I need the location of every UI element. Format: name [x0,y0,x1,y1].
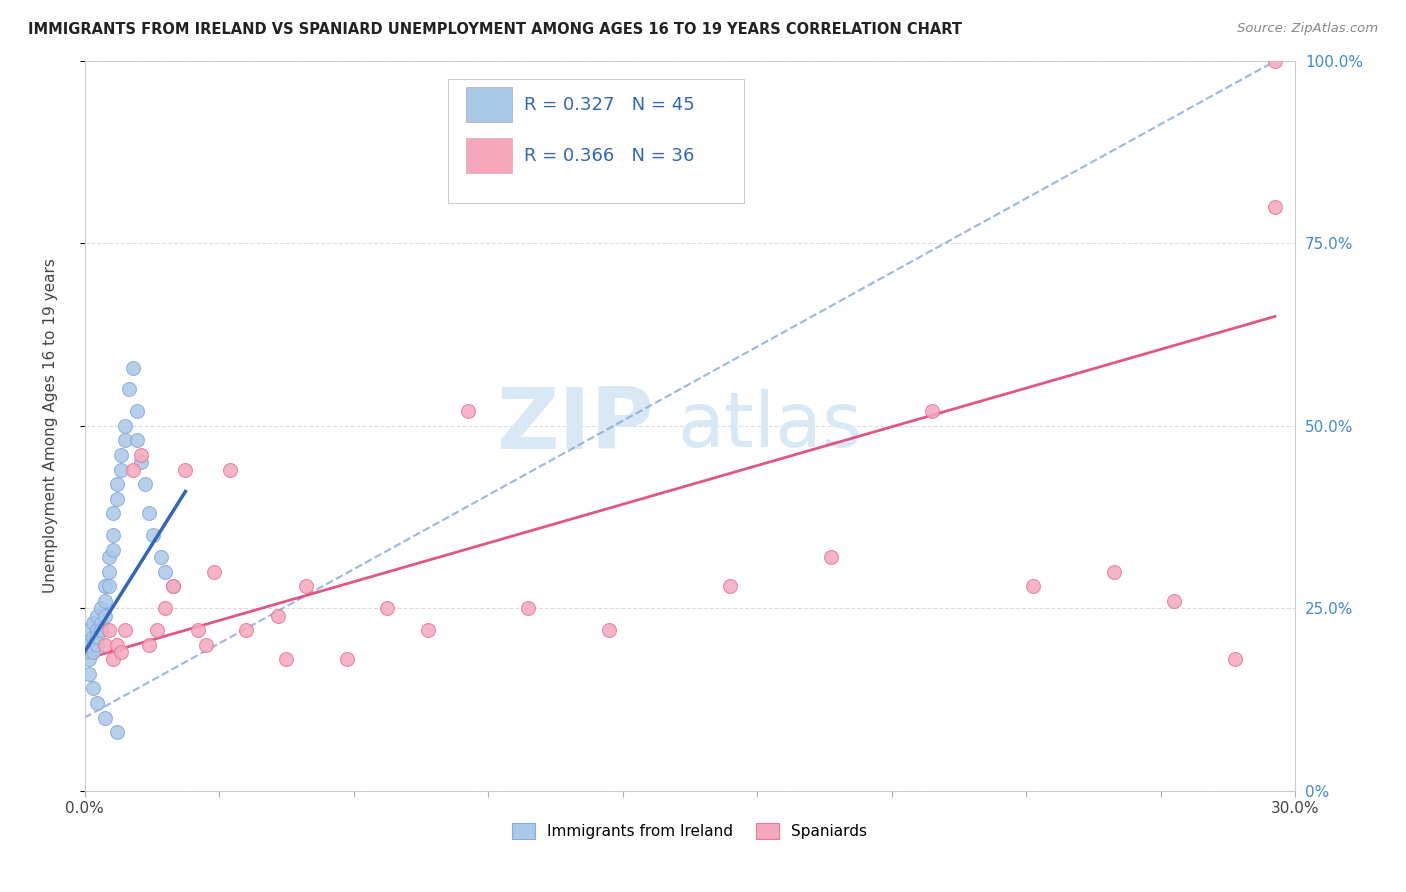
Point [146,623,169,637]
Point [718,579,741,593]
Point [186,623,208,637]
Point [101,542,124,557]
Point [86,623,108,637]
Point [82,615,104,630]
Point [295,579,318,593]
Text: R = 0.327   N = 45: R = 0.327 N = 45 [524,96,695,114]
Point [105,491,128,506]
Point [105,638,128,652]
Point [1163,594,1185,608]
Text: R = 0.366   N = 36: R = 0.366 N = 36 [524,147,695,165]
Point [138,507,160,521]
Point [86,608,108,623]
Point [1264,200,1286,214]
Point [93,711,115,725]
Point [129,448,152,462]
Point [235,623,257,637]
Point [93,579,115,593]
Point [86,638,108,652]
Point [134,477,156,491]
Point [101,507,124,521]
Point [1264,54,1286,69]
Point [336,652,359,666]
Point [820,550,842,565]
Text: IMMIGRANTS FROM IRELAND VS SPANIARD UNEMPLOYMENT AMONG AGES 16 TO 19 YEARS CORRE: IMMIGRANTS FROM IRELAND VS SPANIARD UNEM… [28,22,962,37]
Point [110,462,132,476]
Point [150,550,173,565]
FancyBboxPatch shape [447,79,744,203]
Point [162,579,184,593]
Point [194,638,217,652]
Point [129,455,152,469]
Point [97,623,120,637]
Point [1223,652,1246,666]
Point [93,608,115,623]
Point [162,579,184,593]
Point [110,448,132,462]
Point [93,638,115,652]
Point [77,666,100,681]
Point [97,565,120,579]
Point [110,645,132,659]
Point [1022,579,1045,593]
FancyBboxPatch shape [465,137,512,173]
FancyBboxPatch shape [465,87,512,121]
Y-axis label: Unemployment Among Ages 16 to 19 years: Unemployment Among Ages 16 to 19 years [44,259,58,593]
Point [1102,565,1125,579]
Point [86,696,108,710]
Point [155,601,177,615]
Point [114,418,136,433]
Text: ZIP: ZIP [496,384,654,467]
Point [114,623,136,637]
Point [125,404,148,418]
Point [101,528,124,542]
Point [138,638,160,652]
Point [142,528,165,542]
Point [598,623,620,637]
Legend: Immigrants from Ireland, Spaniards: Immigrants from Ireland, Spaniards [506,817,873,845]
Point [375,601,398,615]
Point [921,404,943,418]
Point [267,608,290,623]
Point [77,638,100,652]
Point [86,631,108,645]
Point [125,434,148,448]
Point [276,652,298,666]
Point [82,638,104,652]
Point [122,462,145,476]
Point [90,623,112,637]
Point [101,652,124,666]
Point [218,462,240,476]
Point [202,565,225,579]
Point [77,623,100,637]
Text: Source: ZipAtlas.com: Source: ZipAtlas.com [1237,22,1378,36]
Point [90,601,112,615]
Point [155,565,177,579]
Point [114,434,136,448]
Point [82,681,104,696]
Point [82,645,104,659]
Point [174,462,197,476]
Point [517,601,540,615]
Point [93,594,115,608]
Text: atlas: atlas [678,389,863,463]
Point [122,360,145,375]
Point [105,477,128,491]
Point [77,652,100,666]
Point [118,383,141,397]
Point [97,579,120,593]
Point [82,631,104,645]
Point [90,615,112,630]
Point [457,404,479,418]
Point [416,623,439,637]
Point [105,725,128,739]
Point [97,550,120,565]
